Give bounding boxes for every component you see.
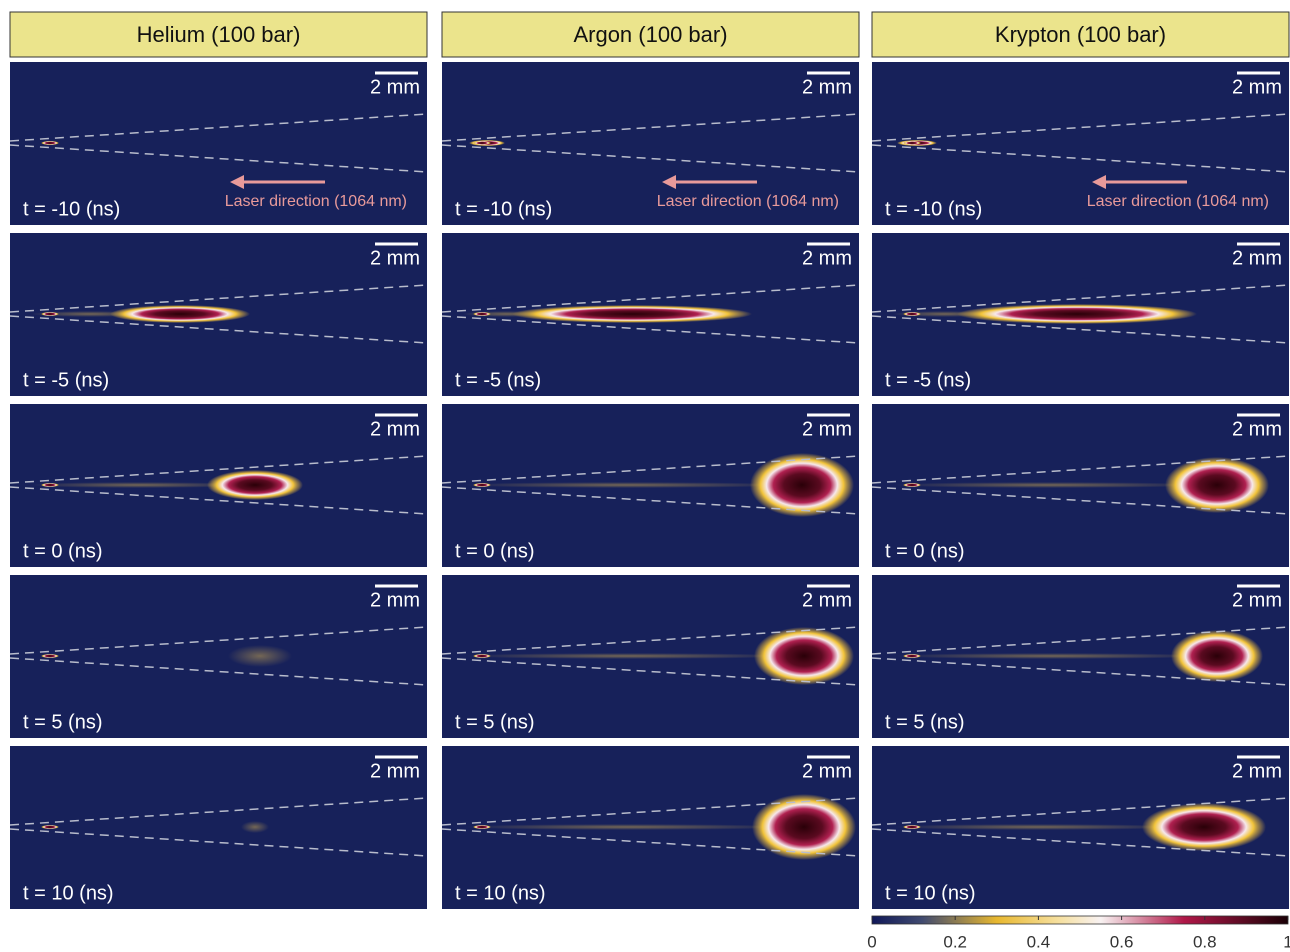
image-panel: 2 mm t = 5 (ns) [872,575,1289,738]
image-panel: 2 mm t = 0 (ns) [442,404,859,567]
nozzle-spot [41,312,59,316]
time-label: t = -10 (ns) [455,198,552,220]
image-panel: 2 mm t = -10 (ns) Laser direction (1064 nm… [872,62,1289,225]
plume [750,453,854,517]
image-panel: 2 mm t = -10 (ns) Laser direction (1064 nm… [442,62,859,225]
nozzle-spot [473,825,491,829]
plume [228,645,292,667]
image-panel: 2 mm t = -5 (ns) [10,233,427,396]
image-panel: 2 mm t = 0 (ns) [10,404,427,567]
nozzle-spot [473,141,491,145]
image-panel: 2 mm t = 10 (ns) [442,746,859,909]
scale-label: 2 mm [370,76,420,98]
scale-label: 2 mm [1232,247,1282,269]
image-panel: 2 mm t = 0 (ns) [872,404,1289,567]
plume [752,794,856,860]
time-label: t = -5 (ns) [455,369,541,391]
nozzle-spot [903,825,921,829]
image-panel: 2 mm t = -10 (ns) Laser direction (1064 nm… [10,62,427,225]
scale-label: 2 mm [1232,418,1282,440]
plume [110,305,250,323]
nozzle-spot [41,141,59,145]
column-title: Helium (100 bar) [137,22,301,47]
time-label: t = 10 (ns) [455,882,546,904]
nozzle-spot [903,483,921,487]
figure: Helium (100 bar) 2 mm t = -10 (ns) Laser di… [0,0,1290,952]
nozzle-spot [903,312,921,316]
colorbar-tick-label: 0 [867,932,876,951]
time-label: t = 0 (ns) [23,540,102,562]
scale-label: 2 mm [370,418,420,440]
plume [512,305,752,323]
time-label: t = -5 (ns) [885,369,971,391]
time-label: t = 0 (ns) [885,540,964,562]
image-panel: 2 mm t = 10 (ns) [10,746,427,909]
nozzle-spot [473,483,491,487]
plume-tail [892,653,1211,659]
colorbar-tick-label: 1 [1283,932,1290,951]
image-panel: 2 mm t = 10 (ns) [872,746,1289,909]
laser-label: Laser direction (1064 nm) [657,193,839,210]
scale-label: 2 mm [1232,760,1282,782]
colorbar-tick-label: 0.8 [1193,932,1217,951]
scale-label: 2 mm [802,76,852,98]
scale-label: 2 mm [1232,76,1282,98]
plume [754,627,854,685]
time-label: t = 10 (ns) [885,882,976,904]
time-label: t = 10 (ns) [23,882,114,904]
plume [207,470,303,500]
nozzle-spot [41,654,59,658]
scale-label: 2 mm [1232,589,1282,611]
time-label: t = -10 (ns) [23,198,120,220]
plume-tail [892,482,1205,488]
column-title: Argon (100 bar) [573,22,727,47]
time-label: t = 0 (ns) [455,540,534,562]
image-panel: 2 mm t = 5 (ns) [442,575,859,738]
plume [957,304,1197,324]
column-title: Krypton (100 bar) [995,22,1166,47]
plume [1142,803,1266,851]
scale-label: 2 mm [370,760,420,782]
colorbar-tick-label: 0.6 [1110,932,1134,951]
plume-tail [462,482,790,488]
plume-tail [462,653,794,659]
nozzle-spot [41,483,59,487]
image-panel: 2 mm t = -5 (ns) [872,233,1289,396]
plume [241,821,269,833]
scale-label: 2 mm [370,589,420,611]
plume [1165,457,1269,513]
plume [1171,630,1263,682]
time-label: t = 5 (ns) [455,711,534,733]
laser-label: Laser direction (1064 nm) [1087,193,1269,210]
plume-tail [892,824,1182,830]
scale-label: 2 mm [802,760,852,782]
colorbar [872,916,1288,924]
image-panel: 2 mm t = -5 (ns) [442,233,859,396]
time-label: t = 5 (ns) [23,711,102,733]
nozzle-spot [473,654,491,658]
nozzle-spot [473,312,491,316]
scale-label: 2 mm [802,247,852,269]
image-panel: 2 mm t = 5 (ns) [10,575,427,738]
nozzle-spot [903,141,921,145]
laser-label: Laser direction (1064 nm) [225,193,407,210]
time-label: t = -10 (ns) [885,198,982,220]
scale-label: 2 mm [370,247,420,269]
plume-tail [462,824,792,830]
time-label: t = -5 (ns) [23,369,109,391]
colorbar-tick-label: 0.4 [1027,932,1051,951]
scale-label: 2 mm [802,418,852,440]
colorbar-tick-label: 0.2 [943,932,967,951]
nozzle-spot [41,825,59,829]
scale-label: 2 mm [802,589,852,611]
time-label: t = 5 (ns) [885,711,964,733]
nozzle-spot [903,654,921,658]
